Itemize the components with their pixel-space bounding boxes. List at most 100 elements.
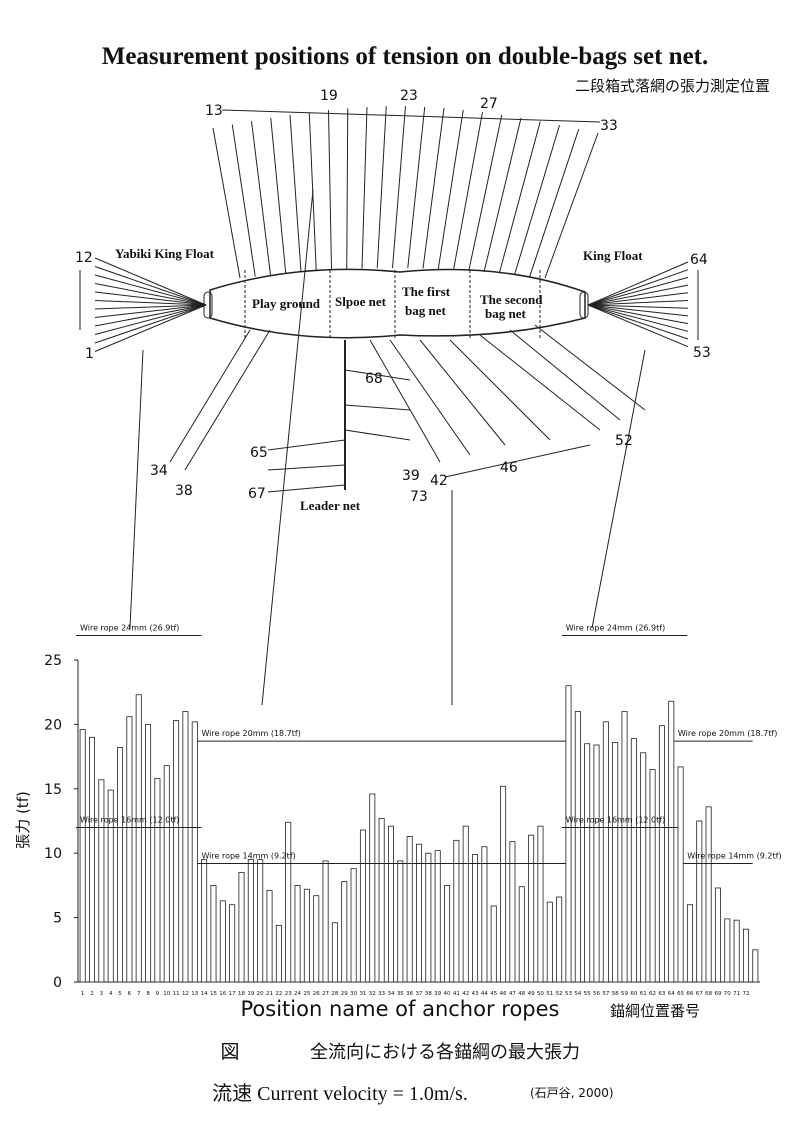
x-tick-label: 55 bbox=[584, 991, 591, 997]
position-label: 13 bbox=[205, 103, 223, 119]
figure-label: 図 bbox=[220, 1042, 239, 1063]
bar bbox=[201, 859, 208, 983]
x-tick-label: 12 bbox=[182, 991, 189, 997]
bar bbox=[593, 744, 600, 983]
x-tick-label: 47 bbox=[509, 991, 516, 997]
x-tick-label: 54 bbox=[574, 991, 581, 997]
position-label: 65 bbox=[250, 445, 268, 461]
position-label: 12 bbox=[75, 250, 93, 266]
anchor-rope bbox=[184, 329, 271, 471]
position-label: 53 bbox=[693, 345, 711, 361]
x-tick-label: 33 bbox=[378, 991, 385, 997]
position-label: 39 bbox=[402, 468, 420, 484]
x-tick-label: 38 bbox=[425, 991, 432, 997]
bar bbox=[229, 904, 236, 983]
x-tick-label: 39 bbox=[434, 991, 441, 997]
region-label: King Float bbox=[583, 248, 643, 263]
bar bbox=[135, 694, 142, 983]
region-label: Leader net bbox=[300, 498, 361, 513]
anchor-rope bbox=[267, 484, 346, 493]
y-tick-label: 25 bbox=[44, 653, 62, 669]
anchor-rope bbox=[587, 304, 689, 309]
bar bbox=[322, 860, 329, 983]
bar bbox=[621, 711, 628, 983]
position-label: 34 bbox=[150, 463, 168, 479]
anchor-rope bbox=[587, 269, 689, 306]
x-tick-label: 53 bbox=[565, 991, 572, 997]
y-tick-label: 15 bbox=[44, 782, 62, 798]
bar bbox=[724, 918, 731, 983]
anchor-rope bbox=[468, 114, 503, 272]
x-tick-label: 13 bbox=[191, 991, 198, 997]
x-tick-label: 37 bbox=[416, 991, 423, 997]
bar bbox=[415, 843, 422, 983]
bar bbox=[397, 860, 404, 983]
anchor-rope bbox=[529, 128, 580, 277]
position-label: 19 bbox=[320, 88, 338, 104]
anchor-rope bbox=[94, 283, 207, 306]
bar bbox=[89, 736, 96, 983]
x-tick-label: 19 bbox=[247, 991, 254, 997]
anchor-rope bbox=[587, 304, 689, 317]
position-label: 38 bbox=[175, 483, 193, 499]
bar bbox=[79, 729, 86, 983]
x-tick-label: 29 bbox=[341, 991, 348, 997]
bar bbox=[658, 725, 665, 983]
bar bbox=[182, 711, 189, 983]
x-tick-label: 44 bbox=[481, 991, 488, 997]
bar bbox=[677, 766, 684, 983]
x-tick-label: 35 bbox=[397, 991, 404, 997]
x-tick-label: 3 bbox=[100, 991, 104, 997]
x-tick-label: 32 bbox=[369, 991, 376, 997]
anchor-rope bbox=[231, 124, 256, 277]
x-tick-label: 16 bbox=[219, 991, 226, 997]
y-axis-label: 張力 (tf) bbox=[14, 791, 32, 849]
x-tick-label: 31 bbox=[359, 991, 366, 997]
bar bbox=[509, 841, 516, 983]
reference-label: Wire rope 16mm (12.0tf) bbox=[80, 815, 179, 824]
anchor-rope bbox=[544, 132, 599, 279]
x-tick-label: 52 bbox=[556, 991, 563, 997]
anchor-rope bbox=[346, 108, 349, 270]
subtitle: 二段箱式落網の張力測定位置 bbox=[575, 77, 770, 95]
bar bbox=[472, 854, 479, 983]
x-tick-label: 56 bbox=[593, 991, 600, 997]
x-tick-label: 68 bbox=[705, 991, 712, 997]
x-tick-label: 24 bbox=[294, 991, 301, 997]
anchor-rope bbox=[94, 304, 207, 327]
position-label: 68 bbox=[365, 371, 383, 387]
x-tick-label: 49 bbox=[528, 991, 535, 997]
top-arrow bbox=[221, 109, 601, 123]
region-label: Slpoe net bbox=[335, 294, 387, 309]
reference-label: Wire rope 16mm (12.0tf) bbox=[566, 815, 665, 824]
bar bbox=[378, 818, 385, 983]
x-axis-label-jp: 錨綱位置番号 bbox=[610, 1002, 700, 1020]
bar bbox=[630, 738, 637, 983]
anchor-rope bbox=[94, 304, 207, 335]
bar bbox=[425, 852, 432, 983]
anchor-rope bbox=[344, 369, 411, 381]
bar bbox=[537, 825, 544, 983]
x-tick-label: 66 bbox=[686, 991, 693, 997]
anchor-rope bbox=[509, 329, 621, 421]
reference-label: Wire rope 20mm (18.7tf) bbox=[678, 729, 777, 738]
x-tick-label: 10 bbox=[163, 991, 170, 997]
bar bbox=[98, 779, 105, 983]
bar bbox=[649, 769, 656, 983]
x-tick-label: 28 bbox=[331, 991, 338, 997]
bar bbox=[331, 922, 338, 983]
x-tick-label: 42 bbox=[462, 991, 469, 997]
x-tick-label: 61 bbox=[640, 991, 647, 997]
bar bbox=[714, 887, 721, 983]
bar bbox=[434, 850, 441, 983]
anchor-rope bbox=[328, 110, 332, 270]
position-label: 33 bbox=[600, 118, 618, 134]
bar bbox=[546, 901, 553, 983]
x-tick-label: 27 bbox=[322, 991, 329, 997]
bar bbox=[285, 821, 292, 983]
anchor-rope bbox=[344, 429, 411, 441]
bar bbox=[686, 904, 693, 983]
bar bbox=[518, 886, 525, 983]
x-tick-label: 60 bbox=[630, 991, 637, 997]
anchor-rope bbox=[94, 266, 207, 306]
